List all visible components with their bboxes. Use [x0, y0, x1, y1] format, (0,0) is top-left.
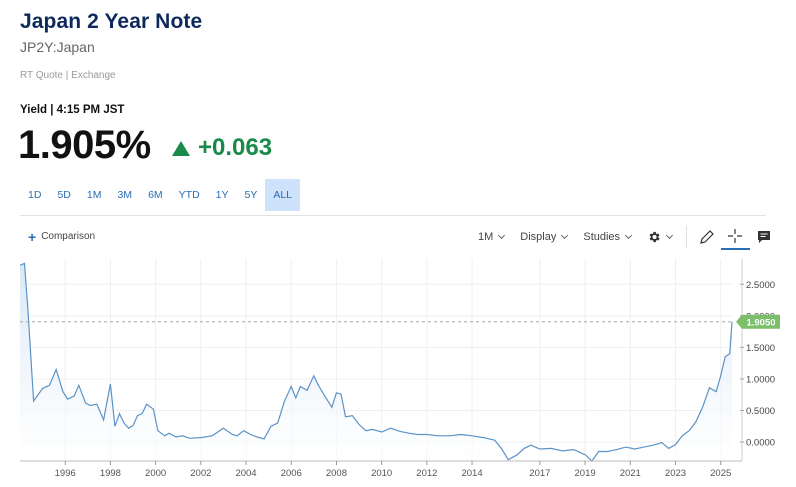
- x-tick-label: 2019: [575, 468, 596, 479]
- x-tick-label: 2017: [529, 468, 550, 479]
- studies-dropdown[interactable]: Studies: [575, 224, 639, 250]
- ticker-symbol: JP2Y:Japan: [20, 39, 95, 55]
- up-arrow-icon: [172, 140, 190, 156]
- x-tick-label: 2012: [416, 468, 437, 479]
- x-axis: 1996 1998 2000 2002 2004 2006 2008 2010 2012 2014…: [55, 461, 731, 479]
- price-change: +0.063: [172, 134, 272, 162]
- chevron-down-icon: [625, 231, 633, 240]
- last-price: 1.905%: [18, 123, 151, 167]
- plus-icon: +: [28, 228, 37, 245]
- price-change-value: +0.063: [198, 134, 273, 161]
- x-tick-label: 2000: [145, 468, 166, 479]
- yield-line: [20, 262, 733, 462]
- yield-chart[interactable]: 1996 1998 2000 2002 2004 2006 2008 2010 2012 2014…: [20, 255, 796, 487]
- quote-source: RT Quote | Exchange: [20, 70, 116, 81]
- y-tick-label: 2.5000: [746, 280, 775, 291]
- range-3m[interactable]: 3M: [117, 189, 133, 201]
- x-tick-label: 2004: [235, 468, 256, 479]
- range-1d[interactable]: 1D: [28, 189, 42, 201]
- x-tick-label: 2025: [710, 468, 731, 479]
- x-tick-label: 2014: [461, 468, 482, 479]
- x-tick-label: 2010: [371, 468, 392, 479]
- yield-area: [20, 263, 732, 461]
- x-tick-label: 1998: [100, 468, 121, 479]
- pencil-icon: [700, 230, 714, 244]
- y-tick-label: 0.5000: [746, 406, 775, 417]
- chevron-down-icon: [561, 231, 569, 240]
- range-1y[interactable]: 1Y: [215, 189, 229, 201]
- display-label: Display: [520, 231, 557, 243]
- y-tick-label: 1.5000: [746, 343, 775, 354]
- chart-toolbar: 1M Display Studies: [470, 224, 778, 250]
- x-tick-label: 1996: [55, 468, 76, 479]
- studies-label: Studies: [583, 231, 621, 243]
- range-1m[interactable]: 1M: [86, 189, 102, 201]
- range-ytd[interactable]: YTD: [178, 189, 200, 201]
- comment-icon: [757, 231, 770, 243]
- last-price-badge-text: 1.9050: [746, 317, 775, 328]
- events-button[interactable]: [750, 224, 778, 250]
- comparison-label: Comparison: [41, 231, 96, 242]
- last-price-badge: 1.9050: [736, 314, 780, 329]
- interval-dropdown[interactable]: 1M: [470, 224, 512, 250]
- interval-label: 1M: [478, 231, 494, 243]
- yield-label: Yield | 4:15 PM JST: [20, 104, 125, 116]
- crosshair-icon: [728, 229, 743, 243]
- divider: [20, 215, 766, 216]
- range-5d[interactable]: 5D: [57, 189, 71, 201]
- draw-tool-button[interactable]: [693, 224, 721, 250]
- comparison-button[interactable]: + Comparison: [28, 228, 96, 245]
- y-tick-label: 1.0000: [746, 374, 775, 385]
- range-selector: 1D 5D 1M 3M 6M YTD 1Y 5Y ALL: [20, 179, 301, 211]
- x-tick-label: 2021: [620, 468, 641, 479]
- x-tick-label: 2023: [665, 468, 686, 479]
- x-tick-label: 2006: [281, 468, 302, 479]
- display-dropdown[interactable]: Display: [512, 224, 575, 250]
- gear-icon: [649, 231, 660, 243]
- chevron-down-icon: [666, 231, 674, 240]
- range-5y[interactable]: 5Y: [244, 189, 258, 201]
- last-price-badge-bg: [736, 314, 780, 329]
- range-6m[interactable]: 6M: [148, 189, 163, 201]
- y-tick-label: 0.0000: [746, 438, 775, 449]
- page-title: Japan 2 Year Note: [20, 10, 203, 33]
- x-tick-label: 2008: [326, 468, 347, 479]
- range-all[interactable]: ALL: [265, 179, 301, 211]
- settings-dropdown[interactable]: [639, 224, 680, 250]
- chevron-down-icon: [498, 231, 506, 240]
- crosshair-button[interactable]: [721, 224, 750, 250]
- x-tick-label: 2002: [190, 468, 211, 479]
- toolbar-divider: [686, 226, 687, 248]
